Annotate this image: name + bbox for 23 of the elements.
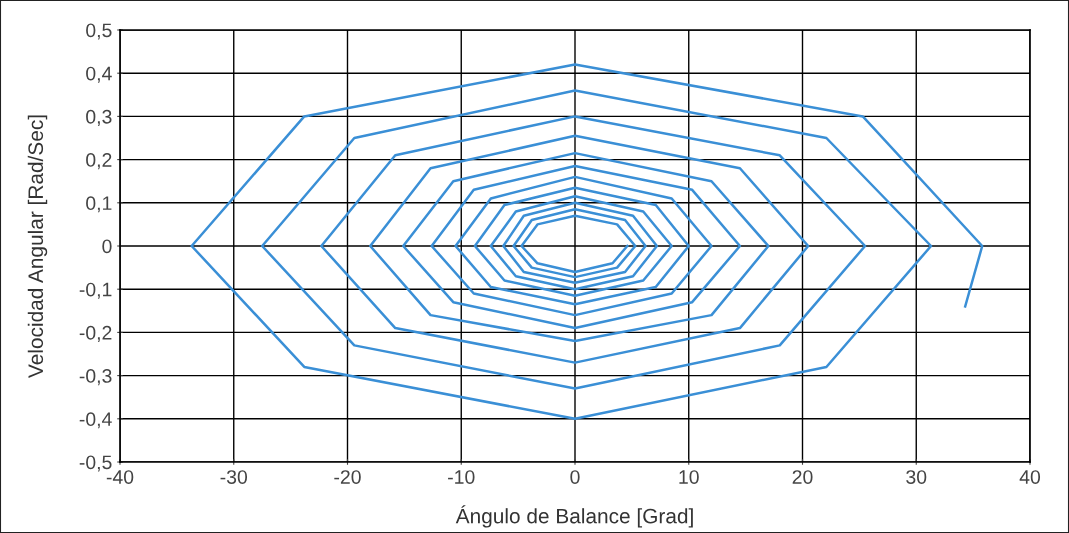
x-tick-label: 10 <box>679 470 699 484</box>
y-tick-label: -0,2 <box>79 325 112 342</box>
x-tick-label: 0 <box>570 470 580 484</box>
line-series <box>190 63 984 421</box>
x-tick-label: 20 <box>792 470 813 484</box>
y-tick-label: 0,3 <box>86 109 112 126</box>
y-tick-label: 0,5 <box>86 23 112 40</box>
y-tick-label: -0,5 <box>79 455 112 472</box>
y-tick-label: -0,1 <box>79 282 112 299</box>
x-tick-label: -10 <box>448 470 475 484</box>
x-tick-label: 30 <box>906 470 927 484</box>
x-tick-label: -40 <box>106 470 134 484</box>
x-tick-label: 40 <box>1019 470 1041 484</box>
x-tick-label: -20 <box>334 470 361 484</box>
y-tick-label: 0,1 <box>86 196 112 213</box>
x-axis-title: Ángulo de Balance [Grad] <box>455 505 693 528</box>
y-tick-label: -0,4 <box>79 412 112 429</box>
y-tick-label: 0 <box>102 239 112 254</box>
y-tick-label: -0,3 <box>79 369 112 386</box>
y-axis-title: Velocidad Angular [Rad/Sec] <box>27 115 48 378</box>
y-tick-label: 0,4 <box>86 66 112 83</box>
y-tick-label: 0,2 <box>86 153 112 170</box>
x-tick-label: -30 <box>220 470 248 484</box>
